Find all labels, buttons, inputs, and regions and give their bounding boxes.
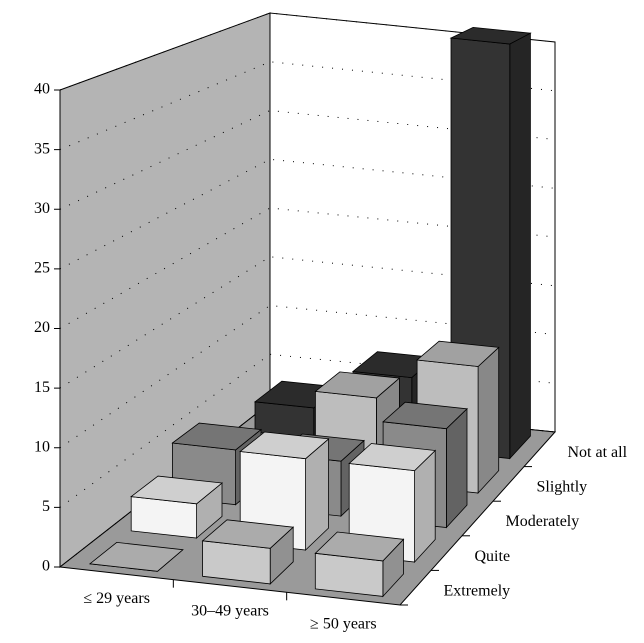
x-tick-label: ≤ 29 years — [83, 590, 150, 607]
legend-label: Slightly — [537, 479, 588, 496]
y-tick-label: 30 — [34, 200, 50, 217]
bar-top-face — [201, 519, 295, 549]
bar — [314, 531, 405, 598]
y-tick-label: 15 — [34, 379, 50, 396]
bar-top-face — [88, 541, 184, 572]
y-tick-label: 5 — [42, 498, 50, 515]
bar — [88, 541, 184, 572]
bar-right-face — [509, 32, 531, 460]
x-tick-label: ≥ 50 years — [310, 615, 377, 632]
legend-label: Quite — [475, 548, 511, 565]
grid-line — [59, 207, 556, 329]
legend-label: Not at all — [568, 444, 628, 461]
y-tick-label: 25 — [34, 260, 50, 277]
bar-top-face — [239, 431, 330, 460]
bar-top-face — [314, 531, 405, 562]
legend-label: Extremely — [444, 582, 511, 599]
bar-top-face — [348, 443, 437, 472]
bar-top-face — [314, 371, 401, 399]
y-tick-label: 10 — [34, 438, 50, 455]
y-tick-label: 20 — [34, 319, 50, 336]
x-tick-label: 30–49 years — [191, 603, 269, 620]
bar-top-face — [449, 26, 532, 45]
bar — [130, 475, 223, 539]
legend-label: Moderately — [506, 513, 580, 530]
bar-top-face — [130, 475, 223, 505]
y-tick-label: 35 — [34, 140, 50, 157]
bar — [201, 519, 295, 585]
bar-right-face — [477, 346, 500, 495]
y-tick-label: 0 — [42, 558, 50, 575]
bar-top-face — [171, 422, 263, 451]
bar-top-face — [416, 340, 500, 367]
bar-top-face — [382, 401, 468, 430]
y-tick-label: 40 — [34, 81, 50, 98]
